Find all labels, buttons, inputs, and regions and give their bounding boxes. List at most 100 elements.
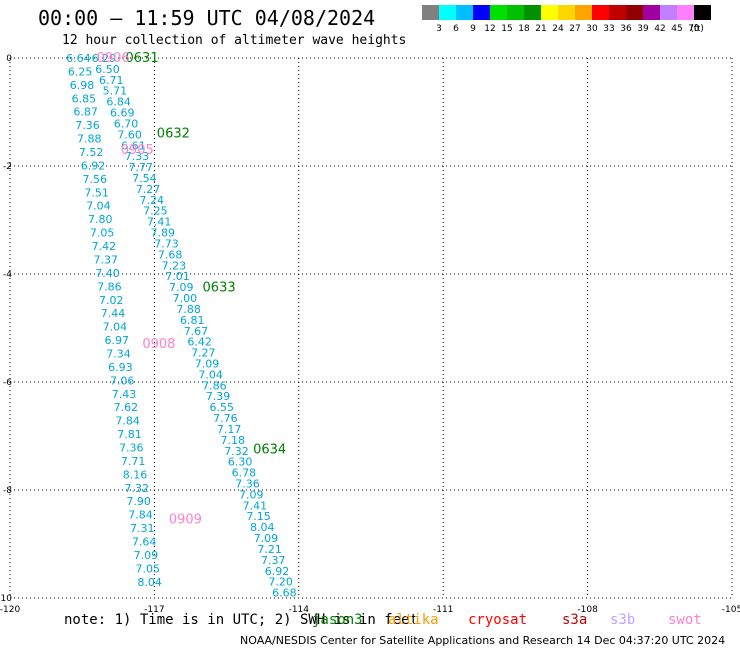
colorbar-swatch <box>643 5 660 20</box>
wave-height-value: 7.90 <box>126 495 151 508</box>
wave-height-value: 7.39 <box>206 390 231 403</box>
colorbar-swatch <box>558 5 575 20</box>
wave-height-value: 7.05 <box>136 562 161 575</box>
wave-height-value: 7.21 <box>257 543 282 556</box>
y-tick-label: -8 <box>3 486 12 496</box>
colorbar-label: 36 <box>620 24 632 34</box>
pass-label: 0906 <box>97 51 130 66</box>
wave-height-value: 7.64 <box>132 536 157 549</box>
colorbar-label: 3 <box>436 24 442 34</box>
colorbar-swatch <box>694 5 711 20</box>
colorbar-swatch <box>507 5 524 20</box>
colorbar-swatch <box>660 5 677 20</box>
wave-height-value: 7.00 <box>173 292 198 305</box>
wave-height-value: 7.05 <box>90 227 115 240</box>
wave-height-value: 7.09 <box>134 549 159 562</box>
wave-height-value: 6.92 <box>81 159 106 172</box>
wave-height-value: 7.43 <box>112 388 137 401</box>
pass-label: 0909 <box>169 513 202 528</box>
colorbar-swatch <box>524 5 541 20</box>
pass-label: 0632 <box>157 127 190 142</box>
colorbar-swatch <box>473 5 490 20</box>
legend-mission-swot: swot <box>668 612 702 628</box>
wave-height-value: 8.04 <box>137 576 162 589</box>
footer-credit: NOAA/NESDIS Center for Satellite Applica… <box>240 634 726 647</box>
wave-height-value: 6.81 <box>180 314 205 327</box>
wave-height-value: 6.70 <box>114 117 139 130</box>
wave-height-value: 7.62 <box>114 401 139 414</box>
wave-height-value: 6.29 <box>92 52 117 65</box>
x-tick-label: -111 <box>433 605 453 615</box>
wave-height-value: 7.51 <box>84 186 109 199</box>
wave-height-value: 6.68 <box>272 587 297 600</box>
wave-height-value: 7.09 <box>169 281 194 294</box>
colorbar-label: 42 <box>654 24 665 34</box>
wave-height-value: 6.61 <box>121 139 146 152</box>
wave-height-value: 8.16 <box>123 468 148 481</box>
pass-labels: 0631 0632 0633 0634 0906 0905 0908 0909 <box>97 51 287 528</box>
wave-height-value: 7.27 <box>191 347 216 360</box>
x-tick-label: -114 <box>289 605 310 615</box>
wave-height-value: 6.93 <box>108 361 133 374</box>
wave-height-values: 6.646.256.986.856.877.367.887.526.927.56… <box>66 52 297 600</box>
wave-height-value: 6.55 <box>209 401 234 414</box>
wave-height-value: 7.09 <box>239 488 264 501</box>
colorbar-label: 30 <box>586 24 598 34</box>
pass-label: 0631 <box>126 51 159 66</box>
pass-label: 0908 <box>142 337 175 352</box>
wave-height-value: 7.44 <box>101 307 126 320</box>
wave-height-value: 7.68 <box>158 248 183 261</box>
wave-height-value: 7.04 <box>86 200 111 213</box>
y-tick-label: -6 <box>3 378 12 388</box>
wave-height-value: 7.02 <box>99 294 124 307</box>
y-tick-label: -2 <box>3 162 12 172</box>
colorbar-swatch <box>677 5 694 20</box>
colorbar: 3 6 9 12 15 18 21 24 27 30 33 36 39 42 45 70(ft) <box>422 5 711 34</box>
colorbar-swatch <box>541 5 558 20</box>
wave-height-value: 6.50 <box>95 63 120 76</box>
wave-height-value: 7.31 <box>130 522 155 535</box>
wave-height-value: 7.89 <box>151 227 176 240</box>
colorbar-swatch <box>592 5 609 20</box>
wave-height-value: 7.84 <box>115 415 140 428</box>
wave-height-value: 7.34 <box>106 347 131 360</box>
x-tick-label: -120 <box>0 605 20 615</box>
colorbar-label: 70 <box>688 24 700 34</box>
wave-height-value: 7.84 <box>128 509 153 522</box>
y-tick-label: -10 <box>0 594 12 604</box>
wave-height-value: 7.56 <box>83 173 108 186</box>
colorbar-label: 39 <box>637 24 649 34</box>
wave-height-value: 6.42 <box>187 336 212 349</box>
colorbar-swatch <box>456 5 473 20</box>
wave-height-value: 6.85 <box>72 92 97 105</box>
axis-ticks: -120 -117 -114 -111 -108 -105 0 -2 -4 -6 -8 -10 <box>0 54 740 615</box>
colorbar-label: 21 <box>535 24 546 34</box>
wave-height-value: 7.37 <box>93 253 118 266</box>
wave-height-value: 6.25 <box>68 65 93 78</box>
wave-height-value: 7.37 <box>261 554 286 567</box>
colorbar-label: 12 <box>484 24 495 34</box>
wave-height-value: 7.52 <box>79 146 104 159</box>
wave-height-value: 7.01 <box>165 270 190 283</box>
wave-height-value: 7.80 <box>88 213 113 226</box>
wave-height-value: 7.15 <box>246 510 271 523</box>
legend-mission-s3a: s3a <box>562 612 588 628</box>
wave-height-value: 7.09 <box>254 532 279 545</box>
pass-label: 0633 <box>203 281 236 296</box>
wave-height-value: 7.23 <box>162 259 187 272</box>
colorbar-unit: (ft) <box>690 24 704 34</box>
wave-height-value: 7.86 <box>97 280 122 293</box>
wave-height-value: 7.04 <box>198 368 223 381</box>
x-tick-label: -117 <box>144 605 164 615</box>
colorbar-label: 15 <box>501 24 512 34</box>
colorbar-label: 24 <box>552 24 564 34</box>
wave-height-value: 7.04 <box>103 321 128 334</box>
colorbar-label: 33 <box>603 24 614 34</box>
wave-height-value: 7.25 <box>143 205 168 218</box>
legend-note: note: 1) Time is in UTC; 2) SWH is in fe… <box>64 612 419 628</box>
wave-height-value: 6.30 <box>228 456 253 469</box>
wave-height-value: 6.92 <box>265 565 290 578</box>
colorbar-swatch <box>422 5 439 20</box>
colorbar-label: 18 <box>518 24 530 34</box>
